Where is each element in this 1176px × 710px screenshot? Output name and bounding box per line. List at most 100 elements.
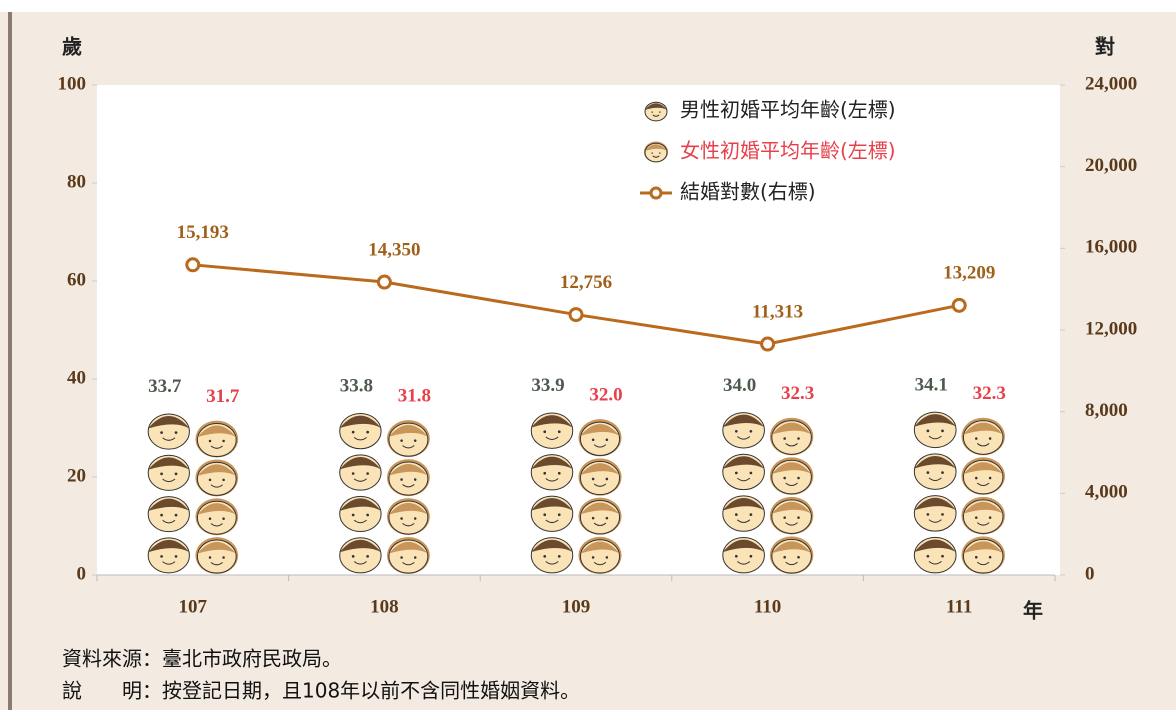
face-eye [989, 477, 992, 480]
x-tick-label: 109 [562, 596, 591, 617]
y-tick-label: 20 [67, 465, 86, 486]
face-eye [209, 440, 212, 443]
y2-tick-label: 20,000 [1085, 155, 1137, 176]
y2-tick-label: 16,000 [1085, 237, 1137, 258]
value-label: 13,209 [943, 263, 995, 284]
face-eye [352, 472, 355, 475]
face-eye [735, 555, 738, 558]
face-eye [175, 473, 178, 476]
face-eye [797, 477, 800, 480]
face-eye [366, 431, 369, 434]
x-tick-label: 111 [946, 596, 972, 617]
face-eye [160, 555, 163, 558]
face-eye [222, 556, 225, 559]
note: 說 明：按登記日期，且108年以前不含同性婚姻資料。 [62, 679, 580, 703]
face-eye [558, 472, 561, 475]
face-eye [352, 431, 355, 434]
value-label: 33.7 [148, 376, 182, 397]
legend-label: 男性初婚平均年齡(左標) [680, 98, 896, 122]
chart: 歲 對 年 資料來源：臺北市政府民政局。 說 明：按登記日期，且108年以前不含… [0, 0, 1176, 710]
y2-tick-label: 0 [1085, 563, 1095, 584]
face-eye [209, 479, 212, 482]
note: 資料來源：臺北市政府民政局。 [62, 647, 342, 671]
face-eye [606, 478, 609, 481]
y2-tick-label: 12,000 [1085, 318, 1137, 339]
face-eye [400, 439, 403, 442]
face-eye [366, 514, 369, 517]
face-eye [735, 430, 738, 433]
value-label: 34.0 [723, 375, 756, 396]
face-eye [543, 513, 546, 516]
face-eye [651, 111, 652, 112]
face-eye [558, 430, 561, 433]
face-eye [222, 440, 225, 443]
x-axis-label: 年 [1023, 599, 1043, 623]
face-eye [209, 517, 212, 520]
face-eye [209, 556, 212, 559]
face-eye [735, 472, 738, 475]
y2-tick-label: 8,000 [1085, 400, 1128, 421]
value-label: 31.7 [206, 386, 240, 407]
face-eye [160, 473, 163, 476]
line-point [953, 299, 965, 311]
value-label: 34.1 [915, 374, 948, 395]
face-eye [975, 477, 978, 480]
face-eye [989, 556, 992, 559]
face-eye [651, 152, 652, 153]
face-eye [592, 438, 595, 441]
face-eye [352, 514, 355, 517]
value-label: 15,193 [177, 222, 229, 243]
face-eye [989, 437, 992, 440]
value-label: 33.9 [531, 375, 564, 396]
face-eye [366, 555, 369, 558]
face-eye [927, 471, 930, 474]
y-tick-label: 0 [77, 563, 87, 584]
face-eye [414, 478, 417, 481]
face-eye [750, 513, 753, 516]
face-eye [797, 516, 800, 519]
face-eye [941, 555, 944, 558]
top-band [0, 0, 1176, 12]
plot-area [97, 85, 1060, 575]
face-eye [783, 556, 786, 559]
face-eye [366, 472, 369, 475]
y-axis-label: 歲 [62, 35, 82, 59]
y-tick-label: 100 [58, 73, 87, 94]
line-point [762, 338, 774, 350]
legend-marker [651, 188, 661, 198]
face-eye [400, 556, 403, 559]
face-eye [414, 439, 417, 442]
x-tick-label: 107 [179, 596, 208, 617]
face-eye [975, 437, 978, 440]
line-point [570, 309, 582, 321]
face-eye [927, 513, 930, 516]
value-label: 33.8 [340, 376, 373, 397]
face-eye [558, 555, 561, 558]
face-eye [175, 555, 178, 558]
face-eye [783, 477, 786, 480]
face-eye [592, 478, 595, 481]
face-eye [659, 111, 660, 112]
face-eye [222, 479, 225, 482]
value-label: 32.0 [589, 385, 622, 406]
left-border [8, 12, 12, 710]
y-tick-label: 80 [67, 171, 86, 192]
value-label: 32.3 [781, 383, 814, 404]
face-eye [659, 152, 660, 153]
line-point [187, 259, 199, 271]
y2-tick-label: 4,000 [1085, 482, 1128, 503]
face-eye [175, 514, 178, 517]
face-eye [606, 556, 609, 559]
value-label: 31.8 [398, 386, 431, 407]
value-label: 14,350 [368, 239, 420, 260]
legend-label: 女性初婚平均年齡(左標) [680, 139, 896, 163]
face-eye [543, 555, 546, 558]
y-tick-label: 40 [67, 367, 86, 388]
face-eye [797, 556, 800, 559]
face-eye [975, 516, 978, 519]
face-eye [783, 516, 786, 519]
face-eye [927, 430, 930, 433]
face-eye [160, 514, 163, 517]
face-eye [592, 556, 595, 559]
face-eye [400, 478, 403, 481]
